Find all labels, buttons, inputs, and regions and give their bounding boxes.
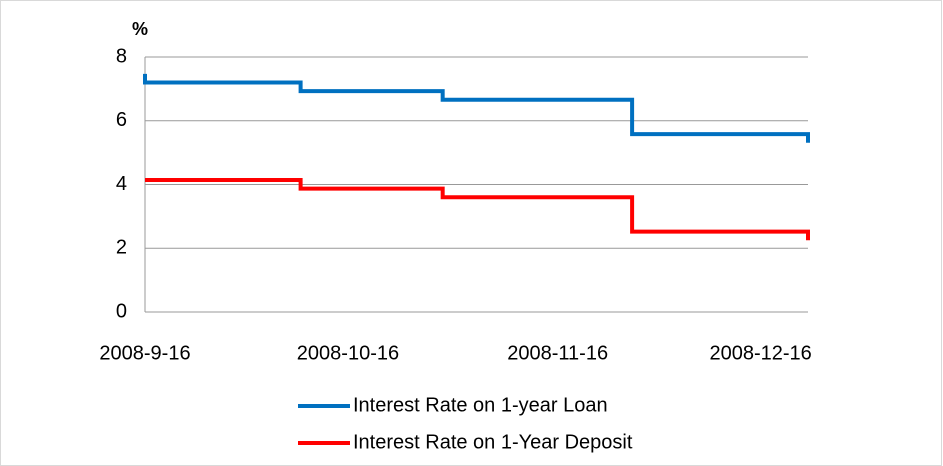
x-tick-label: 2008-11-16 bbox=[507, 342, 608, 364]
x-tick-label: 2008-10-16 bbox=[297, 342, 399, 364]
y-tick-label: 0 bbox=[116, 300, 127, 322]
x-tick-label: 2008-12-16 bbox=[709, 342, 811, 364]
step-line bbox=[145, 178, 810, 241]
x-tick-label: 2008-9-16 bbox=[99, 342, 190, 364]
y-tick-label: 2 bbox=[116, 237, 127, 259]
y-axis-label: % bbox=[132, 19, 148, 39]
legend-label: Interest Rate on 1-Year Deposit bbox=[353, 431, 633, 453]
y-tick-label: 6 bbox=[116, 109, 127, 131]
step-line bbox=[143, 73, 810, 143]
y-tick-label: 4 bbox=[116, 173, 127, 195]
y-tick-label: 8 bbox=[116, 45, 127, 67]
legend-label: Interest Rate on 1-year Loan bbox=[353, 394, 608, 416]
